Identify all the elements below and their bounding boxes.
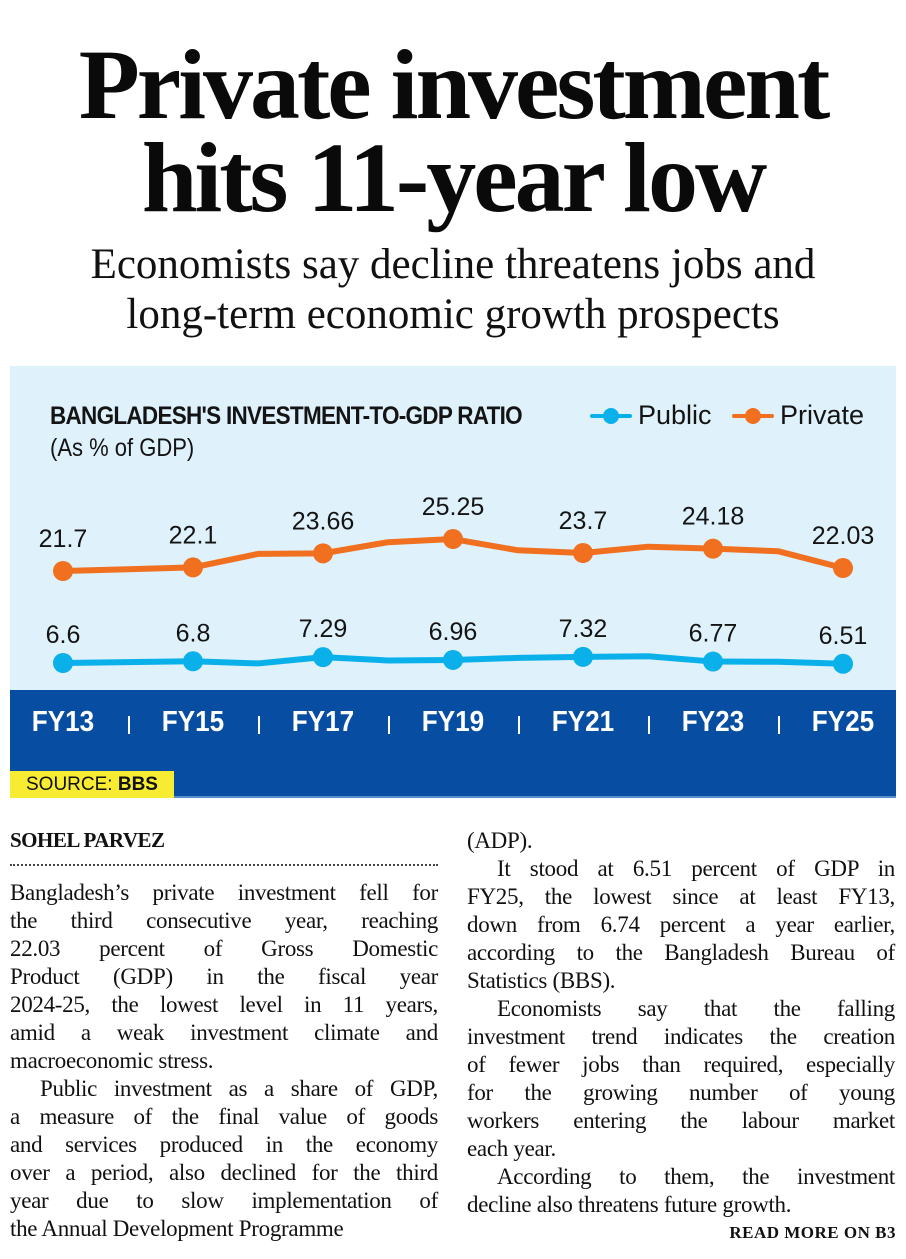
article-line: down from 6.74 percent a year earlier,	[467, 912, 895, 937]
private-point-FY19	[443, 529, 463, 550]
private-data-label-FY23: 24.18	[682, 503, 745, 531]
private-point-FY21	[573, 543, 593, 563]
article-paragraph: (ADP).	[467, 827, 895, 855]
public-point-FY13	[53, 653, 73, 673]
public-data-label-FY21: 7.32	[559, 615, 608, 643]
x-axis-band: FY13 FY15 FY17 FY19 FY21 FY23 FY25 SOURCE: BBS	[10, 690, 896, 798]
public-data-label-FY23: 6.77	[689, 620, 738, 648]
x-tick-separator	[648, 716, 650, 734]
x-tick-FY17: FY17	[291, 706, 355, 738]
private-data-label-FY25: 22.03	[812, 522, 875, 550]
private-point-FY23	[703, 538, 723, 559]
public-point-FY23	[703, 651, 723, 672]
article-line: According to them, the investment	[497, 1164, 895, 1189]
public-point-FY17	[313, 647, 333, 668]
headline-line-2: hits 11-year low	[141, 122, 767, 233]
article-column-left: Bangladesh’s private investment fell for…	[10, 879, 438, 1243]
legend-private-marker-icon	[732, 407, 774, 424]
private-data-label-FY15: 22.1	[169, 521, 218, 549]
x-tick-separator	[128, 716, 130, 734]
article-line: amid a weak investment climate and	[10, 1020, 438, 1045]
article-column-right: (ADP). It stood at 6.51 percent of GDP in…	[467, 827, 895, 1219]
headline-line-1: Private investment	[78, 29, 831, 140]
article-line: the Annual Development Programme	[10, 1216, 344, 1241]
article-line: over a period, also declined for the thi…	[10, 1160, 438, 1185]
line-plot: 6.6 6.8 7.29 6.96 7.32 6.77 6.51 21.7 22.1 23.66 2…	[39, 493, 875, 674]
article-line: Economists say that the falling	[497, 996, 895, 1021]
public-data-label-FY19: 6.96	[429, 618, 478, 646]
x-tick-FY25: FY25	[811, 706, 875, 738]
x-tick-FY13: FY13	[31, 706, 95, 738]
private-point-FY13	[53, 561, 73, 581]
chart-subtitle: (As % of GDP)	[50, 434, 195, 462]
x-tick-separator	[388, 716, 390, 734]
article-line: investment trend indicates the creation	[467, 1024, 895, 1049]
article-line: the third consecutive year, reaching	[10, 908, 438, 933]
legend-private: Private	[732, 400, 864, 431]
subhead-line-2: long-term economic growth prospects	[126, 291, 780, 338]
private-data-label-FY21: 23.7	[559, 507, 608, 535]
chart-area: BANGLADESH'S INVESTMENT-TO-GDP RATIO (As…	[10, 366, 896, 690]
article-line: (ADP).	[467, 828, 533, 853]
article-line: 22.03 percent of Gross Domestic	[10, 936, 438, 961]
article-line: It stood at 6.51 percent of GDP in	[497, 856, 895, 881]
article-line: year due to slow implementation of	[10, 1188, 438, 1213]
public-data-label-FY17: 7.29	[299, 615, 348, 643]
public-point-FY25	[833, 653, 853, 674]
article-line: of fewer jobs than required, especially	[467, 1052, 895, 1077]
article-line: according to the Bangladesh Bureau of	[467, 940, 895, 965]
public-data-label-FY15: 6.8	[176, 619, 211, 647]
article-line: each year.	[467, 1136, 556, 1161]
article-line: Bangladesh’s private investment fell for	[10, 880, 438, 905]
x-tick-FY19: FY19	[421, 706, 485, 738]
source-prefix: SOURCE:	[26, 774, 113, 795]
article-line: FY25, the lowest since at least FY13,	[467, 884, 895, 909]
private-point-FY25	[833, 558, 853, 579]
read-more-link[interactable]: READ MORE ON B3	[729, 1223, 896, 1242]
source-label: SOURCE: BBS	[10, 771, 174, 798]
byline-divider	[10, 864, 438, 866]
article-line: a measure of the final value of goods	[10, 1104, 438, 1129]
public-point-FY15	[183, 651, 203, 672]
x-tick-separator	[258, 716, 260, 734]
byline: SOHEL PARVEZ	[10, 828, 165, 852]
private-data-label-FY19: 25.25	[422, 493, 485, 521]
article-line: Public investment as a share of GDP,	[40, 1076, 438, 1101]
legend-public-marker-icon	[590, 407, 632, 424]
subhead-line-1: Economists say decline threatens jobs an…	[90, 241, 816, 288]
article-paragraph: It stood at 6.51 percent of GDP in FY25, …	[467, 855, 895, 995]
public-point-FY21	[573, 646, 593, 667]
article-line: and services produced in the economy	[10, 1132, 438, 1157]
article-paragraph: According to them, the investment decline…	[467, 1163, 895, 1219]
x-tick-separator	[518, 716, 520, 734]
article-paragraph: Economists say that the falling investmen…	[467, 995, 895, 1163]
article-line: 2024-25, the lowest level in 11 years,	[10, 992, 438, 1017]
article-line: for the growing number of young	[467, 1080, 895, 1105]
legend-public: Public	[590, 400, 712, 431]
article-paragraph: Bangladesh’s private investment fell for…	[10, 879, 438, 1075]
article-line: decline also threatens future growth.	[467, 1192, 792, 1217]
article-line: workers entering the labour market	[467, 1108, 895, 1133]
article-line: macroeconomic stress.	[10, 1048, 214, 1073]
x-tick-separator	[778, 716, 780, 734]
x-tick-FY15: FY15	[161, 706, 225, 738]
legend-public-label: Public	[638, 400, 712, 430]
x-tick-FY23: FY23	[681, 706, 745, 738]
private-data-label-FY13: 21.7	[39, 525, 88, 553]
private-point-FY15	[183, 557, 203, 578]
article-line: Product (GDP) in the fiscal year	[10, 964, 438, 989]
article-line: Statistics (BBS).	[467, 968, 616, 993]
public-data-label-FY25: 6.51	[819, 622, 868, 650]
legend-private-label: Private	[780, 400, 865, 430]
source-name: BBS	[117, 774, 158, 795]
public-data-label-FY13: 6.6	[46, 621, 81, 649]
x-tick-FY21: FY21	[551, 706, 615, 738]
private-data-label-FY17: 23.66	[292, 507, 355, 535]
chart-title: BANGLADESH'S INVESTMENT-TO-GDP RATIO	[50, 402, 523, 430]
public-point-FY19	[443, 649, 463, 670]
subheadline: Economists say decline threatens jobs an…	[0, 240, 906, 340]
article-paragraph: Public investment as a share of GDP, a me…	[10, 1075, 438, 1243]
private-point-FY17	[313, 543, 333, 564]
